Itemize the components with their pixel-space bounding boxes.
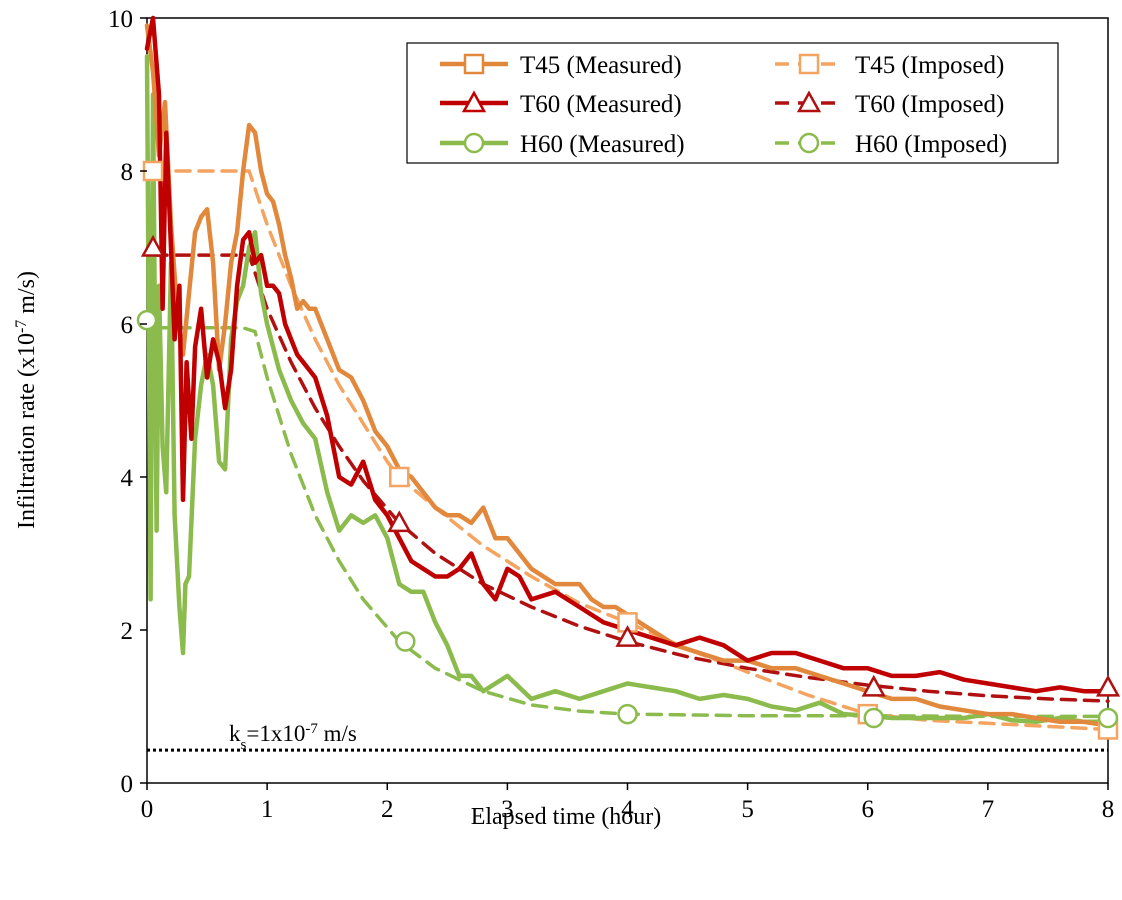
marker-h60-imposed-1 <box>395 631 416 652</box>
legend-label-h60-measured: H60 (Measured) <box>520 131 685 158</box>
legend-entries: T45 (Measured) T45 (Imposed) T60 (Measured… <box>440 52 1007 158</box>
y-tick-label-6: 6 <box>121 312 134 339</box>
legend-marker-t45-imposed <box>798 53 820 75</box>
x-tick-label-6: 6 <box>862 796 875 823</box>
x-tick-label-3: 3 <box>501 796 514 823</box>
legend-marker-h60-measured <box>463 132 485 154</box>
x-tick-label-8: 8 <box>1102 796 1115 823</box>
y-tick-label-8: 8 <box>121 159 134 186</box>
x-axis-title: Elapsed time (hour) <box>471 804 662 830</box>
ks-label: ks=1x10-7 m/s <box>229 721 357 753</box>
legend-label-t45-imposed: T45 (Imposed) <box>855 52 1004 79</box>
marker-t45-imposed-1 <box>389 466 410 488</box>
series-line-h60-measured <box>144 54 1111 725</box>
marker-t60-imposed-4 <box>1095 674 1121 697</box>
legend-marker-t60-imposed <box>796 90 822 113</box>
marker-h60-imposed-2 <box>617 703 638 725</box>
ks-label-tail: m/s <box>318 721 357 746</box>
x-tick-label-0: 0 <box>141 796 154 823</box>
x-tick-label-7: 7 <box>982 796 995 823</box>
x-tick-label-4: 4 <box>621 796 634 823</box>
ks-label-k: k <box>229 721 241 746</box>
y-axis-title-main: Infiltration rate (x10 <box>14 333 40 529</box>
legend-marker-h60-imposed <box>798 132 820 154</box>
legend-marker-t60-measured <box>461 90 487 113</box>
legend-label-t60-imposed: T60 (Imposed) <box>855 91 1004 118</box>
y-tick-label-4: 4 <box>121 465 134 492</box>
marker-t60-imposed-3 <box>861 674 886 697</box>
legend-box <box>406 42 1059 164</box>
ticks-layer: 0 1 2 3 4 5 6 7 8 0 2 4 6 8 10 <box>108 6 1114 823</box>
marker-t60-imposed-2 <box>615 625 640 647</box>
ks-label-sup: -7 <box>305 721 318 737</box>
y-axis-title-tail: m/s) <box>14 271 40 320</box>
y-tick-label-2: 2 <box>121 618 134 645</box>
ks-label-mid: =1x10 <box>246 721 305 746</box>
y-axis-title: Infiltration rate (x10-7 m/s) <box>13 271 41 529</box>
legend-label-t45-measured: T45 (Measured) <box>520 52 682 79</box>
marker-t60-imposed-1 <box>387 510 412 533</box>
marker-h60-imposed-0 <box>136 309 158 331</box>
x-tick-label-2: 2 <box>381 796 394 823</box>
marker-h60-imposed-4 <box>1097 707 1119 729</box>
legend: T45 (Measured) T45 (Imposed) T60 (Measured… <box>406 42 1059 164</box>
series-line-t60-measured <box>144 15 1111 694</box>
ks-label-sub: s <box>241 737 247 753</box>
marker-h60-imposed-3 <box>863 707 885 729</box>
y-axis-title-sup: -7 <box>13 320 30 333</box>
y-tick-label-0: 0 <box>121 771 134 798</box>
legend-marker-t45-measured <box>463 53 485 75</box>
legend-label-h60-imposed: H60 (Imposed) <box>855 131 1007 158</box>
x-tick-label-5: 5 <box>741 796 754 823</box>
y-tick-label-10: 10 <box>108 6 133 33</box>
x-tick-label-1: 1 <box>261 796 274 823</box>
series-line-t45-measured <box>144 23 1111 728</box>
series-layer <box>136 15 1121 740</box>
marker-t60-imposed-0 <box>140 234 166 257</box>
legend-label-t60-measured: T60 (Measured) <box>520 91 682 118</box>
